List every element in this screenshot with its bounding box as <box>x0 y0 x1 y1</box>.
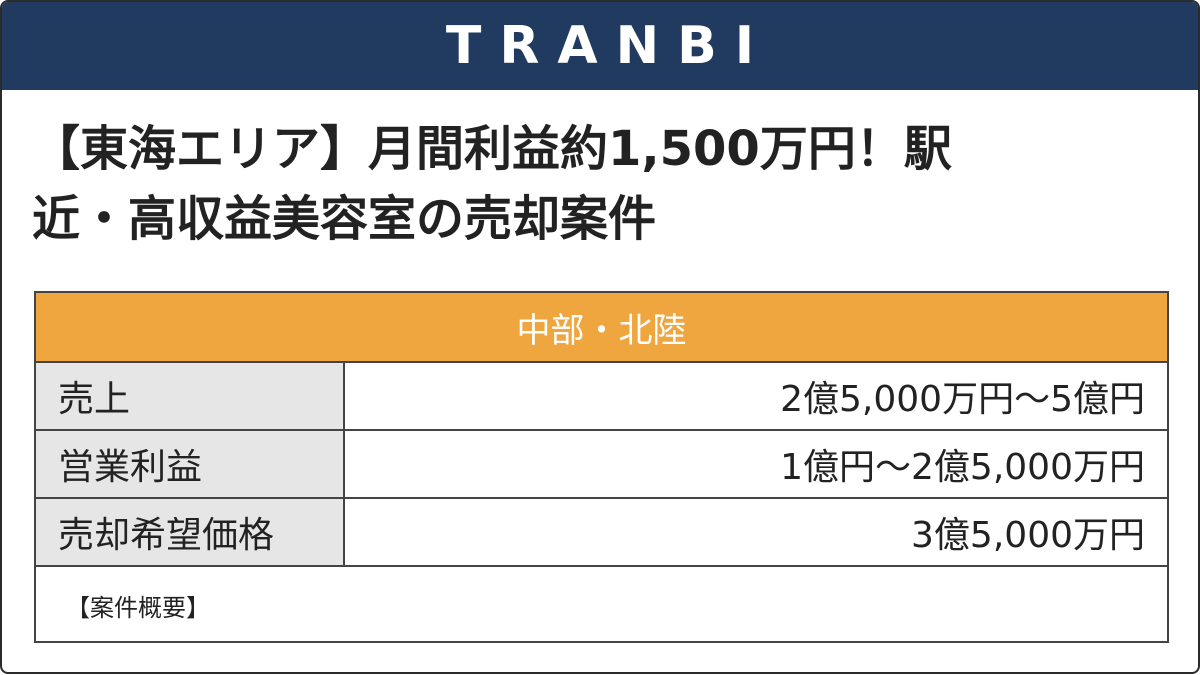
row-label-operating-profit: 営業利益 <box>36 431 345 497</box>
row-value-operating-profit: 1億円〜2億5,000万円 <box>780 447 1145 488</box>
table-row-sales: 売上 2億5,000万円〜5億円 <box>36 363 1167 431</box>
brand-header: TRANBI <box>2 2 1198 90</box>
listing-title-line-1: 【東海エリア】月間利益約1,500万円！駅 <box>32 121 952 177</box>
region-header: 中部・北陸 <box>36 293 1167 363</box>
listing-summary-table: 中部・北陸 売上 2億5,000万円〜5億円 営業利益 1億円〜2億5,000万… <box>34 291 1169 643</box>
row-label-sales: 売上 <box>36 363 345 429</box>
row-value-asking-price: 3億5,000万円 <box>911 515 1145 556</box>
listing-title-line-2: 近・高収益美容室の売却案件 <box>32 191 657 247</box>
overview-section: 【案件概要】 <box>36 567 1167 643</box>
brand-logo[interactable]: TRANBI <box>445 16 773 76</box>
listing-title: 【東海エリア】月間利益約1,500万円！駅 近・高収益美容室の売却案件 <box>32 114 1172 254</box>
table-row-operating-profit: 営業利益 1億円〜2億5,000万円 <box>36 431 1167 499</box>
row-value-sales: 2億5,000万円〜5億円 <box>780 379 1145 420</box>
table-row-asking-price: 売却希望価格 3億5,000万円 <box>36 499 1167 567</box>
region-label: 中部・北陸 <box>516 310 687 351</box>
overview-label: 【案件概要】 <box>66 593 210 622</box>
row-label-asking-price: 売却希望価格 <box>36 499 345 565</box>
